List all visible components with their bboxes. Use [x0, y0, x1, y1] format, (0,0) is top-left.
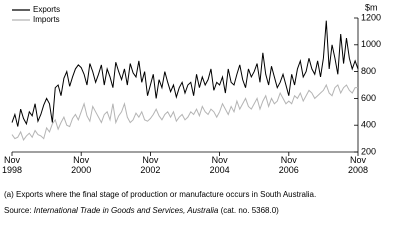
legend-label: Exports — [33, 5, 60, 14]
legend-label: Imports — [33, 15, 60, 24]
x-tick-label: Nov 1998 — [1, 155, 23, 175]
y-tick-label: 400 — [361, 120, 376, 130]
series-line — [11, 83, 358, 142]
source-prefix: Source: — [4, 206, 34, 215]
y-tick-label: 600 — [361, 93, 376, 103]
y-tick-label: 1000 — [361, 39, 381, 49]
chart: $m 200 400 600 800 1000 1200 Exports Imports (a… — [1, 2, 381, 215]
x-tick-label: Nov 2004 — [209, 155, 230, 175]
x-tick-label: Nov 2006 — [278, 155, 299, 175]
y-tick-label: 800 — [361, 66, 376, 76]
series-line — [11, 20, 359, 127]
footnote: (a) Exports where the final stage of pro… — [4, 190, 317, 199]
y-tick-label: 1200 — [361, 12, 381, 22]
source-title: International Trade in Goods and Service… — [33, 206, 219, 215]
x-tick-label: Nov 2000 — [71, 155, 92, 175]
y-tick-label: 200 — [361, 146, 376, 156]
source-suffix: (cat. no. 5368.0) — [218, 206, 279, 215]
y-unit: $m — [365, 2, 378, 12]
x-tick-label: Nov 2008 — [347, 155, 369, 175]
source: Source: International Trade in Goods and… — [4, 206, 279, 215]
x-tick-label: Nov 2002 — [140, 155, 161, 175]
